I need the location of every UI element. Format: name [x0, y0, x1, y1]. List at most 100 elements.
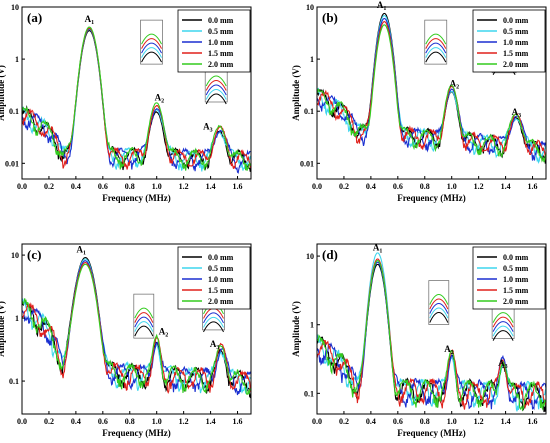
- inset-curve: [429, 294, 449, 305]
- peak-label: A1: [373, 243, 383, 255]
- y-tick-label: 0.01: [300, 159, 314, 168]
- legend-entry: 2.0 mm: [503, 60, 529, 69]
- inset-curve: [425, 33, 447, 45]
- x-tick-label: 0.0: [17, 182, 27, 191]
- x-tick-label: 1.0: [152, 182, 162, 191]
- peak-label: A1: [85, 14, 95, 26]
- legend-entry: 2.0 mm: [503, 297, 529, 306]
- y-axis-label: Amplitude (V): [0, 301, 6, 357]
- y-tick-label: 0.1: [9, 377, 19, 386]
- legend-entry: 0.0 mm: [503, 16, 529, 25]
- x-axis-label: Frequency (MHz): [397, 193, 466, 203]
- y-tick-label: 0.1: [304, 389, 314, 398]
- legend: 0.0 mm 0.5 mm 1.0 mm 1.5 mm 2.0 mm: [472, 246, 546, 310]
- x-tick-label: 0.8: [125, 182, 135, 191]
- peak-label: A1: [377, 0, 387, 12]
- x-tick-label: 0.2: [44, 182, 54, 191]
- x-tick-label: 0.6: [393, 417, 403, 426]
- y-axis-label: Amplitude (V): [291, 301, 301, 357]
- inset-curve: [429, 303, 449, 314]
- peak-label: A2: [444, 344, 454, 356]
- inset-curve: [203, 312, 224, 324]
- inset-curve: [141, 42, 162, 54]
- y-tick-label: 1: [15, 314, 19, 323]
- y-tick-label: 1: [310, 321, 314, 330]
- x-tick-label: 1.2: [179, 182, 189, 191]
- legend-entry: 1.0 mm: [503, 275, 529, 284]
- inset-curve: [429, 307, 449, 319]
- x-tick-label: 0.0: [17, 417, 27, 426]
- x-axis-label: Frequency (MHz): [102, 193, 171, 203]
- x-tick-label: 0.8: [420, 417, 430, 426]
- plot-frame: [21, 6, 252, 180]
- inset-curve: [492, 325, 514, 337]
- panel-label: (c): [27, 247, 41, 262]
- x-tick-label: 1.2: [474, 417, 484, 426]
- inset-curve: [492, 330, 514, 341]
- y-axis-label: Amplitude (V): [0, 65, 6, 121]
- x-tick-label: 1.6: [233, 417, 243, 426]
- x-tick-label: 0.4: [71, 417, 81, 426]
- legend: 0.0 mm 0.5 mm 1.0 mm 1.5 mm 2.0 mm: [177, 246, 251, 310]
- x-tick-label: 1.6: [233, 182, 243, 191]
- y-tick-label: 10: [306, 3, 314, 12]
- x-tick-label: 0.0: [312, 417, 322, 426]
- legend-entry: 0.5 mm: [208, 264, 234, 273]
- x-tick-label: 0.4: [366, 182, 376, 191]
- inset-curve: [134, 325, 154, 337]
- x-tick-label: 1.4: [501, 417, 511, 426]
- inset-curve: [141, 38, 162, 49]
- chart-panel-2: 0.0 0.2 0.4 0.6 0.8 1.0 1.2 1.4 1.6 0.01 0.1 1 10 Fre…: [291, 0, 547, 203]
- legend-entry: 0.0 mm: [503, 253, 529, 262]
- inset-curve: [425, 47, 447, 58]
- y-tick-label: 10: [306, 252, 314, 261]
- x-tick-label: 1.2: [474, 182, 484, 191]
- inset-curve: [425, 38, 447, 49]
- y-tick-label: 0.1: [304, 107, 314, 116]
- inset-curve: [141, 33, 162, 45]
- legend-entry: 0.0 mm: [208, 253, 234, 262]
- legend-entry: 2.0 mm: [208, 297, 234, 306]
- series-line-10mm: [317, 17, 546, 161]
- x-tick-label: 0.2: [44, 417, 54, 426]
- zoom-inset: [133, 293, 155, 339]
- peak-label: A3: [498, 358, 508, 370]
- legend-entry: 1.0 mm: [208, 38, 234, 47]
- inset-curve: [205, 93, 227, 105]
- legend-entry: 1.5 mm: [503, 286, 529, 295]
- x-tick-label: 1.6: [528, 182, 538, 191]
- inset-curve: [203, 316, 224, 328]
- peak-label: A2: [450, 78, 460, 90]
- peak-label: A3: [512, 107, 522, 119]
- zoom-inset: [140, 19, 163, 65]
- inset-curve: [425, 42, 447, 54]
- x-tick-label: 1.6: [528, 417, 538, 426]
- peak-label: A3: [210, 339, 220, 351]
- plot-frame: [316, 243, 547, 415]
- zoom-inset: [424, 19, 448, 65]
- chart-panel-1: 0.0 0.2 0.4 0.6 0.8 1.0 1.2 1.4 1.6 0.01 0.1 1 10 Fre…: [0, 3, 252, 203]
- y-axis-label: Amplitude (V): [291, 65, 301, 121]
- x-tick-label: 1.0: [447, 182, 457, 191]
- zoom-inset: [428, 280, 450, 325]
- x-axis-label: Frequency (MHz): [397, 428, 466, 438]
- x-tick-label: 0.2: [339, 182, 349, 191]
- legend-entry: 0.0 mm: [208, 16, 234, 25]
- y-tick-label: 0.1: [9, 107, 19, 116]
- legend-entry: 1.0 mm: [208, 275, 234, 284]
- inset-curve: [205, 80, 227, 91]
- x-tick-label: 1.4: [501, 182, 511, 191]
- x-tick-label: 0.6: [98, 417, 108, 426]
- inset-curve: [492, 321, 514, 332]
- peak-label: A3: [203, 121, 213, 133]
- chart-panel-4: 0.0 0.2 0.4 0.6 0.8 1.0 1.2 1.4 1.6 0.1 1 10 Frequen…: [291, 243, 547, 438]
- series-line-20mm: [317, 260, 546, 412]
- legend-entry: 0.5 mm: [208, 27, 234, 36]
- y-tick-label: 10: [11, 3, 19, 12]
- legend-entry: 1.5 mm: [503, 49, 529, 58]
- inset-curve: [492, 316, 514, 328]
- legend-entry: 0.5 mm: [503, 264, 529, 273]
- panel-label: (d): [322, 247, 338, 262]
- x-tick-label: 0.8: [125, 417, 135, 426]
